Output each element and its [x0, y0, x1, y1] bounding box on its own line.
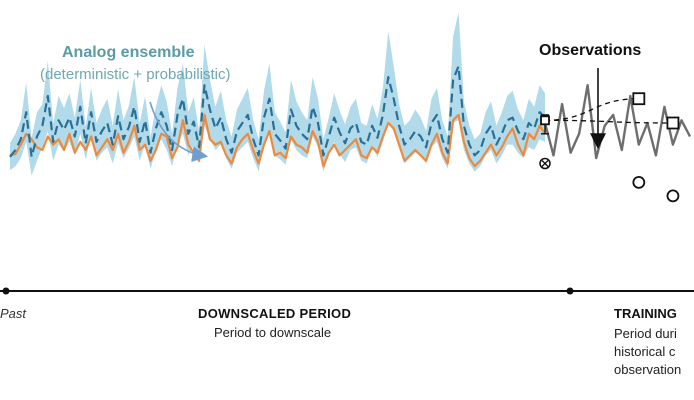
observation-circle-marker-5 — [666, 189, 680, 203]
ensemble-mean-line — [9, 65, 546, 158]
downscaled-period-title: DOWNSCALED PERIOD — [198, 306, 352, 321]
downscaled-period-subtitle: Period to downscale — [214, 325, 332, 340]
circled-x-stroke-b — [541, 160, 549, 167]
analog-connector-2 — [544, 119, 673, 124]
observation-square-marker-0 — [540, 115, 550, 126]
observation-square-marker-4 — [666, 116, 680, 130]
annotation-layer — [0, 68, 694, 295]
observations-label: Observations — [539, 42, 642, 59]
past-label: Past — [0, 306, 27, 321]
observed-series-line — [543, 84, 692, 160]
ensemble-subtitle: (deterministic + probabilistic) — [40, 66, 231, 83]
training-subtitle-line-1: Period duri — [614, 326, 677, 341]
time-axis-start-dot — [2, 287, 10, 295]
ensemble-title: Analog ensemble — [62, 44, 195, 61]
training-subtitle-line-3: observation — [614, 362, 682, 377]
training-period-subtitle: Period duri historical c observation — [614, 325, 694, 379]
plot-layer — [9, 12, 692, 203]
observation-square-marker-2 — [632, 92, 646, 106]
training-period-title: TRAINING — [614, 306, 677, 321]
downscaled-series-line — [9, 113, 546, 168]
analog-connector-1 — [544, 98, 639, 121]
observation-circle-marker-3 — [632, 175, 646, 189]
time-axis-split-dot — [566, 287, 574, 295]
ensemble-callout-arrow — [149, 101, 209, 163]
training-subtitle-line-2: historical c — [614, 344, 676, 359]
ensemble-spread-band — [10, 12, 545, 176]
